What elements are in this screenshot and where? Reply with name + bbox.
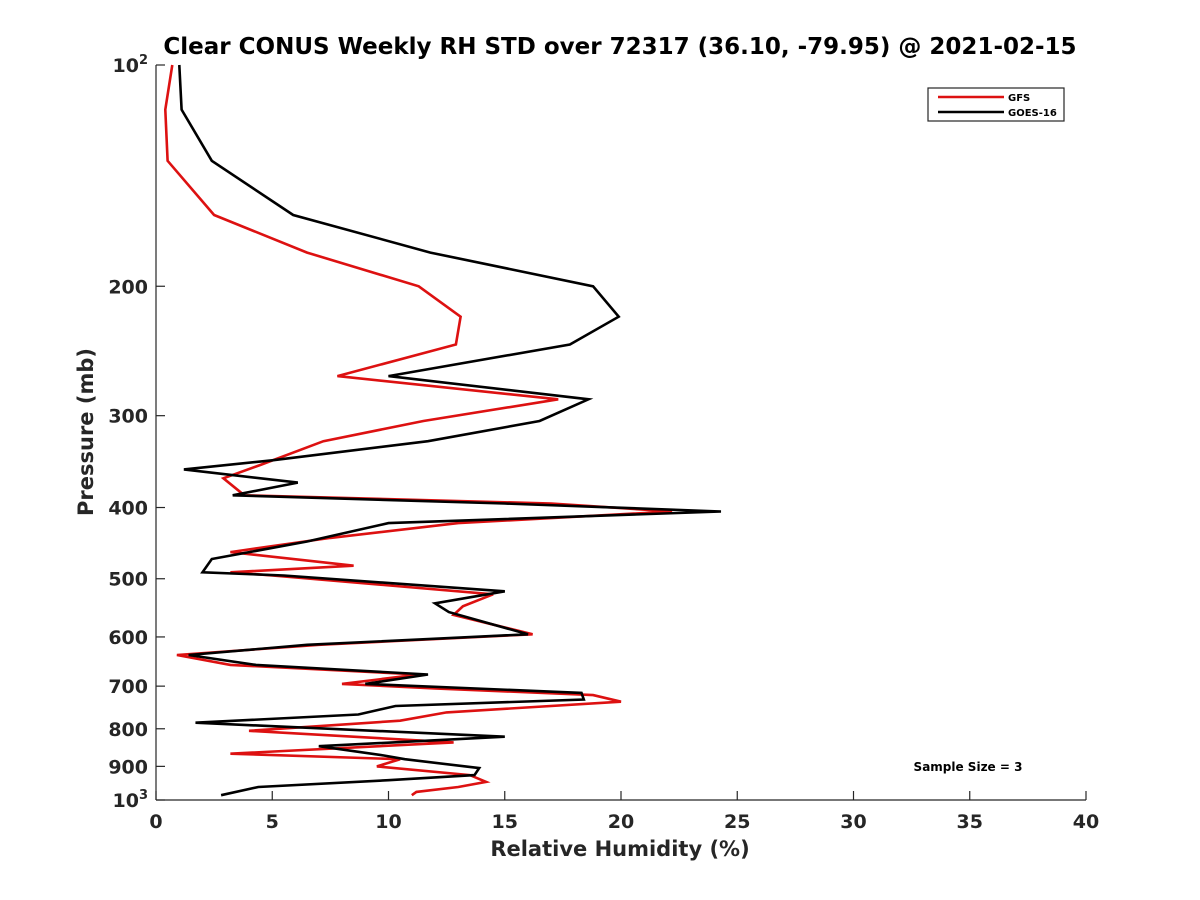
y-tick-label: 102 <box>113 53 149 77</box>
x-tick-label: 20 <box>608 811 634 833</box>
plot-lines <box>163 64 722 797</box>
legend-label: GFS <box>1008 93 1030 104</box>
legend: GFS GOES-16 <box>927 87 1065 122</box>
x-tick-label: 25 <box>724 811 750 833</box>
x-tick-label: 15 <box>492 811 518 833</box>
legend-label: GOES-16 <box>1008 108 1057 119</box>
sample-size-annotation: Sample Size = 3 <box>914 760 1023 774</box>
y-axis-label: Pressure (mb) <box>74 348 98 516</box>
y-tick-label: 800 <box>108 719 148 741</box>
y-tick-label: 200 <box>108 276 148 298</box>
x-tick-label: 0 <box>149 811 162 833</box>
y-tick-label: 600 <box>108 627 148 649</box>
x-tick-label: 5 <box>266 811 279 833</box>
x-ticks: 0 5 10 15 20 25 30 35 40 <box>149 791 1099 833</box>
y-tick-label: 500 <box>108 569 148 591</box>
legend-box <box>927 87 1065 122</box>
y-tick-label: 900 <box>108 756 148 778</box>
y-tick-label: 700 <box>108 676 148 698</box>
series-line-goes-16 <box>178 64 722 797</box>
y-tick-label: 300 <box>108 406 148 428</box>
y-tick-label: 400 <box>108 498 148 520</box>
y-tick-label: 103 <box>113 788 149 812</box>
x-tick-label: 30 <box>840 811 866 833</box>
x-axis-label: Relative Humidity (%) <box>490 837 749 861</box>
chart-title: Clear CONUS Weekly RH STD over 72317 (36… <box>163 34 1076 60</box>
x-tick-label: 35 <box>957 811 983 833</box>
axes <box>155 65 1086 801</box>
x-tick-label: 40 <box>1073 811 1099 833</box>
x-tick-label: 10 <box>375 811 401 833</box>
y-ticks: 102 200 300 400 500 600 700 800 900 103 <box>108 53 165 812</box>
